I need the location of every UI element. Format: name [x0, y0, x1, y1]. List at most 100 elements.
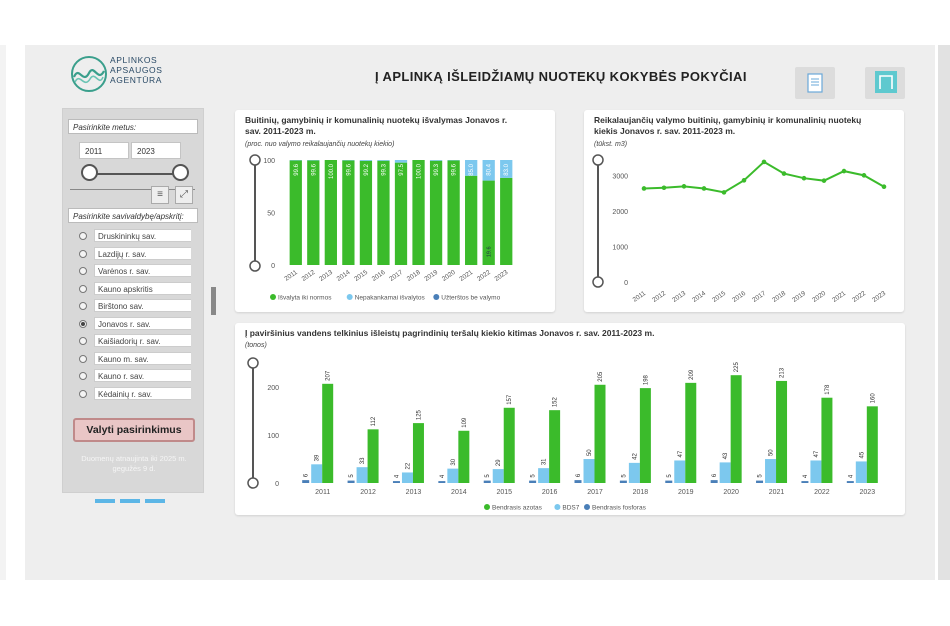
radio-icon[interactable] — [79, 249, 87, 258]
filter-icon[interactable]: ≡ — [151, 186, 169, 204]
data-label: 205 — [598, 371, 604, 382]
data-label: 4 — [848, 474, 854, 478]
x-tick-label: 2011 — [315, 489, 330, 496]
legend-label: Bendrasis fosforas — [592, 505, 647, 512]
vertical-slider-bottom-handle[interactable] — [247, 477, 259, 489]
bar — [583, 459, 595, 483]
x-tick-label: 2017 — [388, 269, 404, 283]
bar — [810, 460, 822, 483]
data-label: 160 — [870, 393, 876, 404]
radio-icon[interactable] — [79, 302, 87, 310]
x-tick-label: 2022 — [851, 290, 867, 304]
data-label: 47 — [814, 450, 820, 457]
year-slider-track[interactable] — [90, 173, 180, 175]
bar — [710, 480, 718, 483]
left-page-edge — [0, 45, 6, 580]
radio-icon[interactable] — [79, 319, 87, 328]
x-tick-label: 2019 — [678, 489, 694, 496]
x-tick-label: 2013 — [671, 290, 687, 304]
chart1-subtitle: (proc. nuo valymo reikalaujančių nuotekų… — [245, 141, 395, 148]
data-label: 33 — [360, 457, 366, 464]
municipality-item[interactable]: Lazdijų r. sav. — [71, 246, 191, 261]
data-label: 4 — [394, 474, 400, 478]
x-tick-label: 2019 — [423, 269, 439, 283]
legend-label: Nepakankamai išvalytos — [355, 295, 426, 302]
vertical-slider-top-handle[interactable] — [247, 357, 259, 369]
vertical-slider-bottom-handle[interactable] — [592, 276, 604, 288]
data-label: 207 — [326, 370, 332, 381]
x-tick-label: 2017 — [587, 489, 603, 496]
bar — [801, 481, 809, 483]
radio-icon[interactable] — [79, 372, 87, 380]
y-tick-label: 0 — [271, 263, 275, 270]
logo-text: APLINKOS APSAUGOS AGENTŪRA — [110, 55, 163, 85]
municipality-item[interactable]: Druskininkų sav. — [71, 229, 191, 243]
municipality-list[interactable]: Druskininkų sav. Lazdijų r. sav. Varėnos r… — [71, 225, 191, 405]
municipality-item[interactable]: Kauno apskritis — [71, 281, 191, 296]
municipality-item[interactable]: Varėnos r. sav. — [71, 264, 191, 278]
municipality-item[interactable]: Kauno m. sav. — [71, 351, 191, 366]
year-from-input[interactable]: 2011 — [79, 142, 129, 159]
radio-icon[interactable] — [79, 354, 87, 363]
radio-icon[interactable] — [79, 337, 87, 345]
legend-swatch — [484, 504, 490, 510]
bar — [730, 375, 742, 483]
bar — [719, 462, 731, 483]
x-tick-label: 2011 — [632, 290, 648, 304]
vertical-slider-bottom-handle[interactable] — [249, 260, 261, 272]
page-title: Į APLINKĄ IŠLEIDŽIAMŲ NUOTEKŲ KOKYBĖS PO… — [375, 69, 747, 84]
bar — [438, 481, 446, 483]
frame-button[interactable] — [865, 67, 915, 105]
data-label: 125 — [416, 409, 422, 420]
municipality-item[interactable]: Kėdainių r. sav. — [71, 386, 191, 401]
bar-segment — [289, 160, 302, 265]
municipality-label: Druskininkų sav. — [94, 229, 191, 242]
frame-icon — [875, 71, 897, 93]
data-label: 4 — [440, 474, 446, 478]
vertical-slider-top-handle[interactable] — [592, 154, 604, 166]
radio-icon[interactable] — [79, 232, 87, 240]
year-slider-end-handle[interactable] — [172, 164, 189, 181]
municipality-label: Kauno apskritis — [94, 281, 191, 295]
municipality-item[interactable]: Birštono sav. — [71, 299, 191, 313]
chart3-svg: 0 100 200 6 39 207 2011 5 33 112 2012 4 22 125 2013 4 30… — [247, 357, 878, 512]
agency-logo: APLINKOS APSAUGOS AGENTŪRA — [70, 51, 190, 95]
data-point — [761, 159, 767, 165]
bar-segment — [359, 160, 373, 265]
pager-dots[interactable] — [95, 490, 170, 508]
year-slider-start-handle[interactable] — [81, 164, 98, 181]
bar — [302, 480, 310, 483]
municipality-item[interactable]: Kaišiadorių r. sav. — [71, 334, 191, 348]
chart2-title: Reikalaujančių valymo buitinių, gamybini… — [594, 115, 862, 136]
expand-icon[interactable]: ⤢ — [175, 186, 193, 204]
radio-icon[interactable] — [79, 389, 87, 398]
bar — [866, 406, 878, 483]
radio-icon[interactable] — [79, 284, 87, 293]
year-to-input[interactable]: 2023 — [131, 142, 181, 159]
bar — [594, 384, 606, 483]
bar-segment — [377, 160, 390, 161]
bar-segment — [500, 177, 513, 265]
series-line — [643, 160, 885, 194]
data-label: 85.0 — [469, 163, 475, 175]
data-label: 157 — [507, 394, 513, 405]
bar — [821, 397, 833, 483]
x-tick-label: 2018 — [771, 290, 787, 304]
vertical-slider-top-handle[interactable] — [249, 154, 261, 166]
document-button[interactable] — [795, 67, 845, 105]
list-scrollbar[interactable] — [211, 287, 216, 315]
bar — [665, 480, 673, 483]
chart3-title: Į paviršinius vandens telkinius išleistų… — [245, 328, 655, 338]
clear-selection-button[interactable]: Valyti pasirinkimus — [73, 418, 195, 442]
legend-swatch — [346, 294, 353, 300]
municipality-label: Birštono sav. — [94, 299, 191, 312]
x-tick-label: 2018 — [406, 269, 422, 283]
bar-segment — [394, 162, 408, 265]
municipality-item[interactable]: Jonavos r. sav. — [71, 316, 191, 331]
data-label: 198 — [643, 374, 649, 385]
radio-icon[interactable] — [79, 267, 87, 275]
data-label: 99.6 — [311, 163, 317, 175]
municipality-item[interactable]: Kauno r. sav. — [71, 369, 191, 383]
data-point — [781, 171, 787, 176]
x-tick-label: 2022 — [814, 489, 830, 496]
